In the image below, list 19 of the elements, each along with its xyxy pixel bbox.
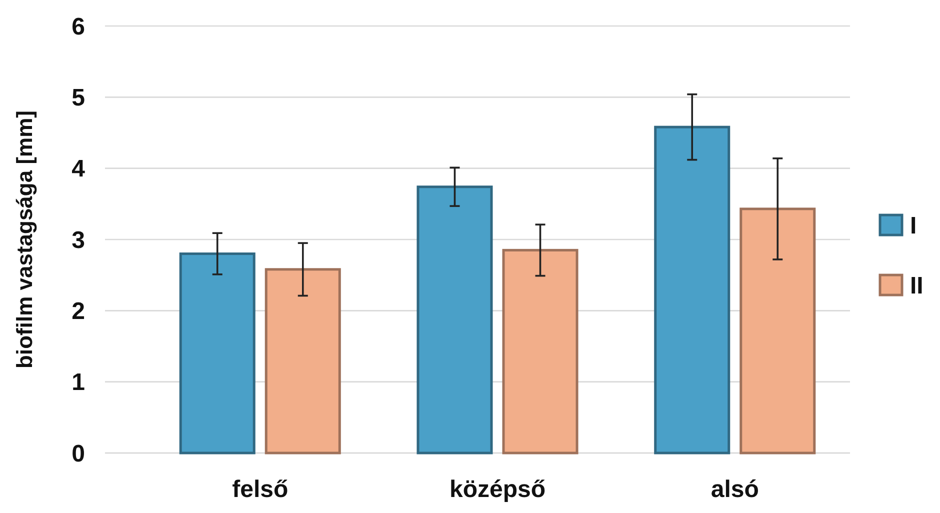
legend-label: I [910, 212, 917, 240]
bar [416, 186, 493, 454]
bar [179, 252, 256, 454]
y-tick-label: 1 [72, 369, 85, 396]
y-tick-label: 0 [72, 440, 85, 468]
y-axis-title: biofilm vastagsága [mm] [12, 110, 37, 368]
y-tick-label: 4 [72, 156, 86, 183]
x-tick-label: felső [232, 476, 288, 503]
y-tick-label: 5 [72, 84, 85, 112]
x-tick-label: alsó [710, 476, 759, 503]
legend-label: II [910, 272, 924, 300]
bar [654, 126, 730, 454]
y-tick-label: 6 [72, 13, 85, 40]
bar [740, 208, 816, 454]
x-tick-label: középső [449, 476, 546, 503]
bar [502, 248, 578, 454]
y-tick-label: 2 [72, 298, 85, 326]
bar [264, 268, 341, 454]
y-tick-label: 3 [72, 226, 85, 254]
